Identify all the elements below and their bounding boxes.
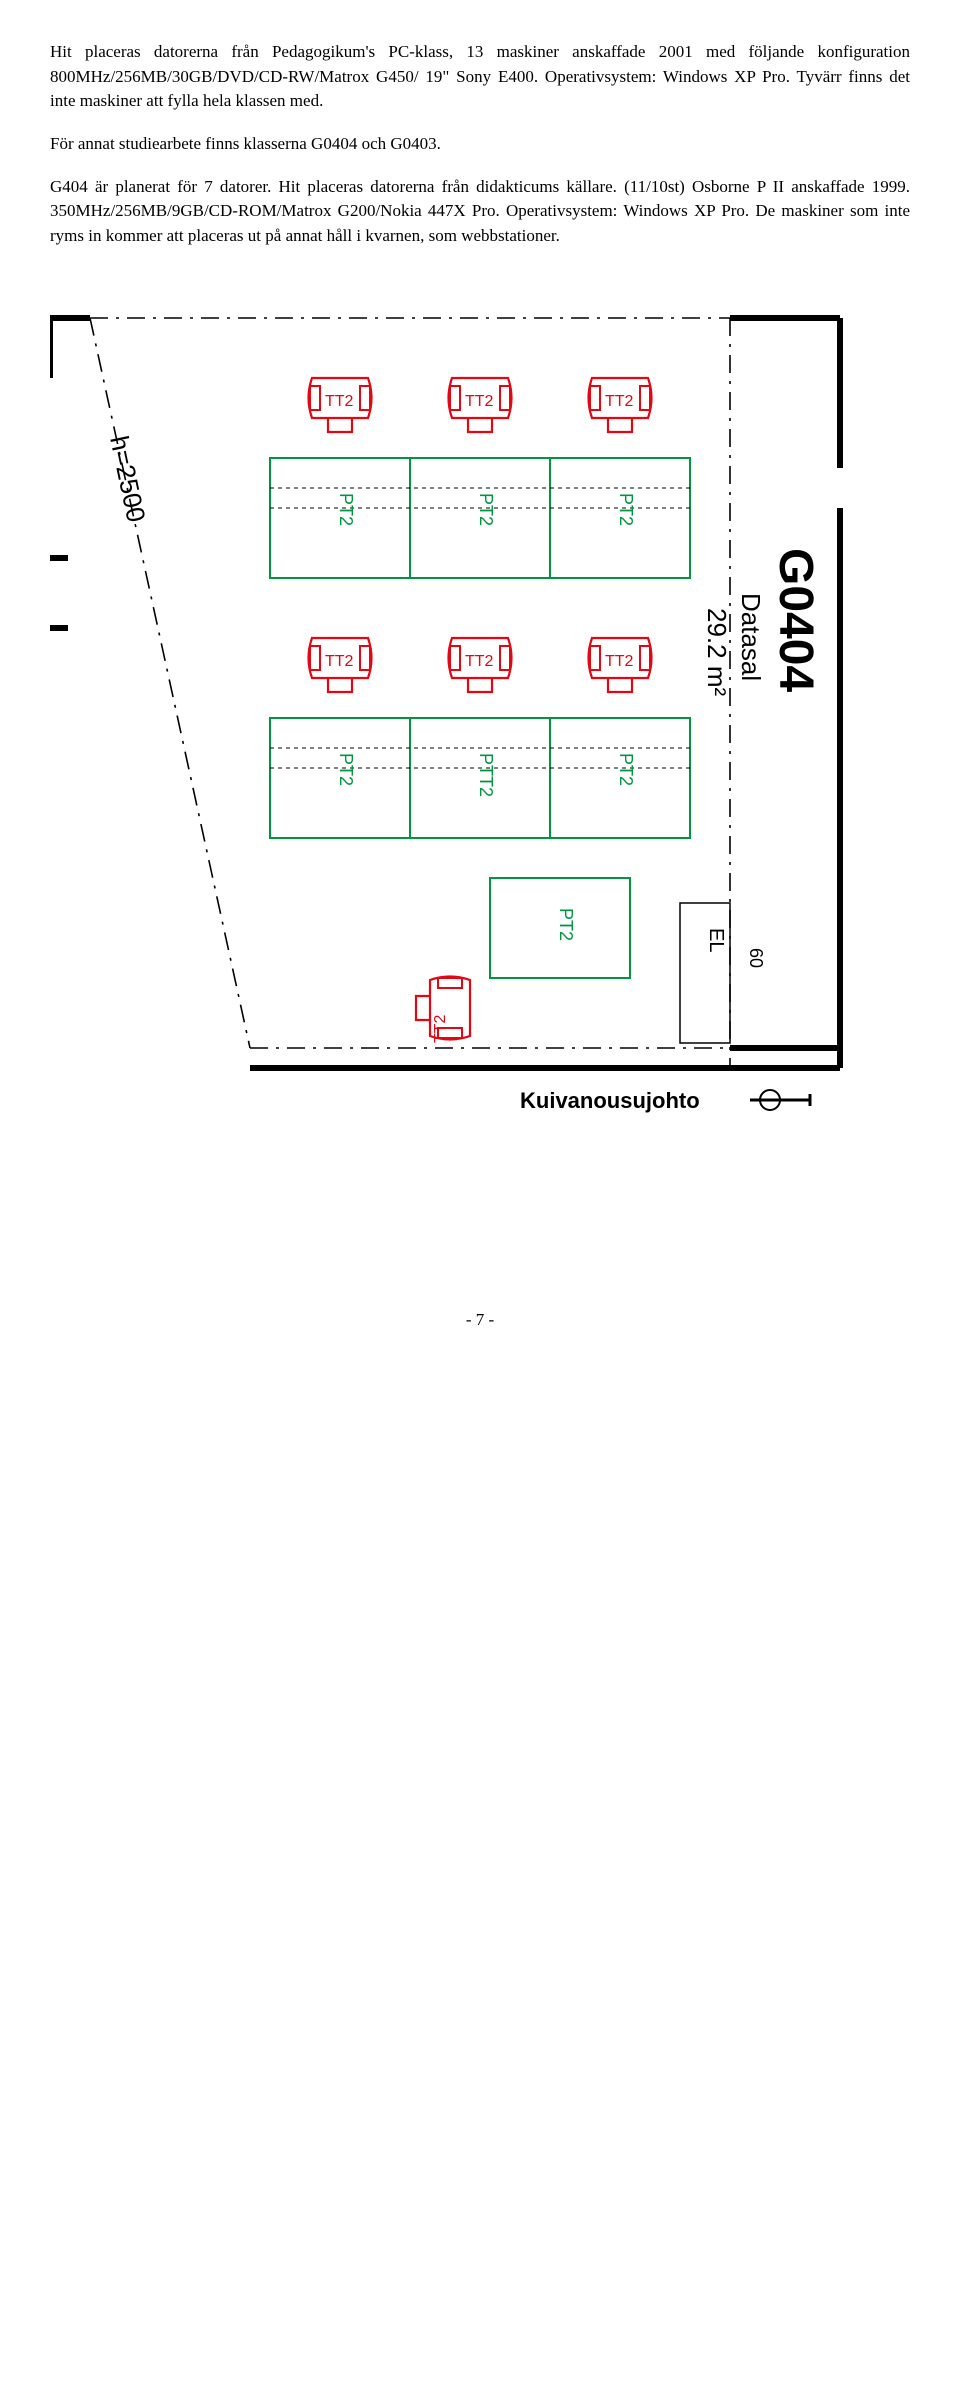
svg-text:TT2: TT2 (432, 1015, 449, 1044)
svg-text:PTT2: PTT2 (476, 753, 496, 797)
label-h: h=2500 (104, 433, 152, 525)
chairs-row2: TT2 TT2 TT2 (309, 638, 652, 692)
svg-text:PT2: PT2 (616, 753, 636, 786)
bottom-station: PT2 TT2 (416, 878, 630, 1043)
el-box: EL 60 (680, 903, 766, 1043)
svg-text:TT2: TT2 (465, 393, 494, 410)
floorplan-diagram: h=2500 G0404 Datasal 29.2 m² EL 60 Kuiva… (50, 308, 910, 1188)
svg-text:TT2: TT2 (605, 653, 634, 670)
page-number: - 7 - (50, 1308, 910, 1333)
pt2-row1: PT2 PT2 PT2 (336, 493, 636, 526)
riser-label: Kuivanousujohto (520, 1088, 810, 1113)
svg-text:TT2: TT2 (605, 393, 634, 410)
svg-text:PT2: PT2 (556, 908, 576, 941)
svg-text:TT2: TT2 (465, 653, 494, 670)
pt2-row2: PT2 PTT2 PT2 (336, 753, 636, 797)
svg-text:60: 60 (746, 948, 766, 968)
svg-text:TT2: TT2 (325, 653, 354, 670)
paragraph-1: Hit placeras datorerna från Pedagogikum'… (50, 40, 910, 114)
room-area: 29.2 m² (702, 608, 732, 696)
svg-text:EL: EL (705, 928, 727, 952)
room-sub: Datasal (736, 593, 766, 681)
chairs-row1: TT2 TT2 TT2 (309, 378, 652, 432)
paragraph-2: För annat studiearbete finns klasserna G… (50, 132, 910, 157)
svg-text:PT2: PT2 (616, 493, 636, 526)
paragraph-3: G404 är planerat för 7 datorer. Hit plac… (50, 175, 910, 249)
room-label: G0404 (769, 548, 822, 692)
svg-text:PT2: PT2 (336, 493, 356, 526)
svg-text:TT2: TT2 (325, 393, 354, 410)
svg-text:Kuivanousujohto: Kuivanousujohto (520, 1088, 700, 1113)
svg-text:PT2: PT2 (336, 753, 356, 786)
svg-text:PT2: PT2 (476, 493, 496, 526)
